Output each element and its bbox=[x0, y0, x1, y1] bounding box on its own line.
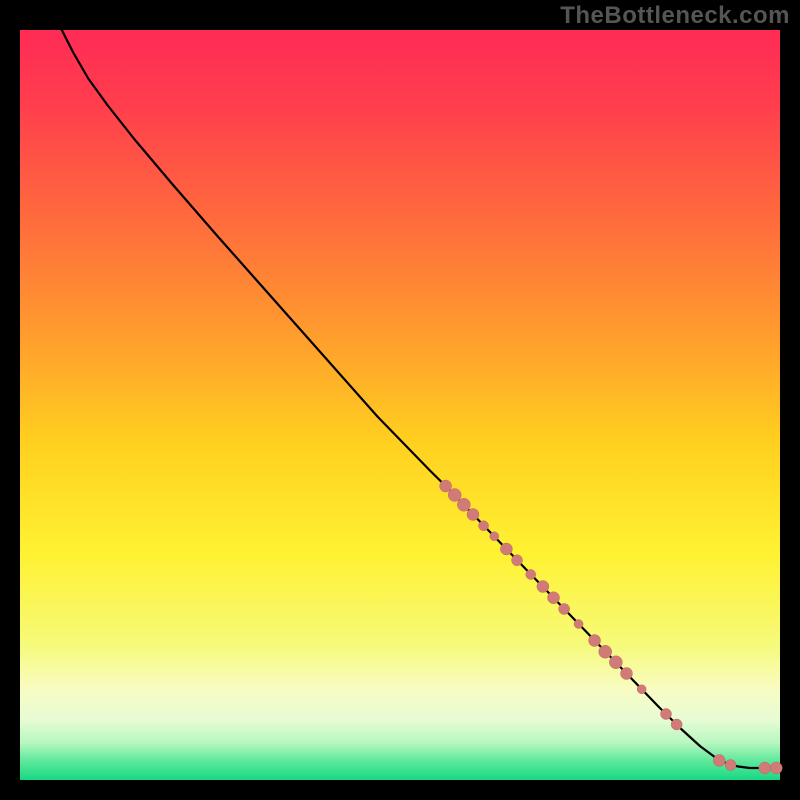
chart-stage: TheBottleneck.com bbox=[0, 0, 800, 800]
plot-group bbox=[20, 30, 782, 780]
plot-background bbox=[20, 30, 780, 780]
data-point-marker bbox=[725, 760, 736, 771]
data-point-marker bbox=[713, 755, 725, 767]
data-point-marker bbox=[637, 685, 646, 694]
data-point-marker bbox=[609, 656, 622, 669]
data-point-marker bbox=[526, 570, 536, 580]
data-point-marker bbox=[467, 509, 479, 521]
data-point-marker bbox=[500, 543, 512, 555]
data-point-marker bbox=[574, 620, 583, 629]
data-point-marker bbox=[479, 521, 489, 531]
data-point-marker bbox=[440, 480, 452, 492]
watermark-text: TheBottleneck.com bbox=[560, 2, 790, 30]
data-point-marker bbox=[589, 635, 601, 647]
bottleneck-line-chart bbox=[0, 0, 800, 800]
data-point-marker bbox=[671, 719, 682, 730]
data-point-marker bbox=[559, 604, 570, 615]
data-point-marker bbox=[512, 555, 523, 566]
data-point-marker bbox=[490, 532, 499, 541]
data-point-marker bbox=[759, 762, 771, 774]
data-point-marker bbox=[661, 709, 672, 720]
data-point-marker bbox=[457, 498, 470, 511]
data-point-marker bbox=[548, 592, 560, 604]
data-point-marker bbox=[537, 581, 549, 593]
data-point-marker bbox=[599, 645, 612, 658]
data-point-marker bbox=[448, 489, 461, 502]
data-point-marker bbox=[620, 668, 632, 680]
data-point-marker bbox=[770, 762, 782, 774]
